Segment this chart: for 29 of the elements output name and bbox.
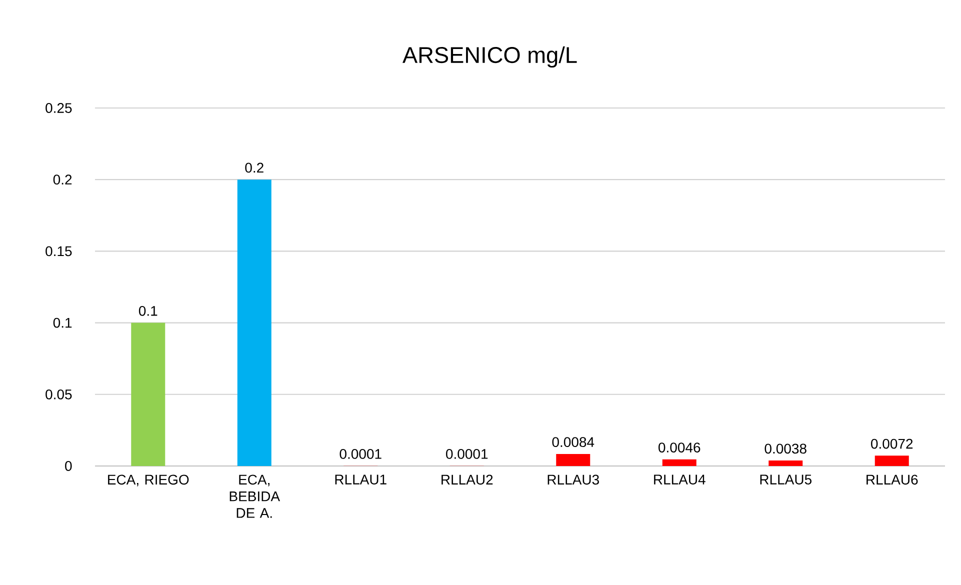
bar (131, 322, 166, 466)
x-tick-label: RLLAU3 (548, 474, 599, 485)
x-tick-label: ECA, RIEGO (108, 474, 189, 486)
x-tick-label: ECA, BEBIDA DE A. (230, 474, 280, 518)
x-tick-label: RLLAU5 (760, 474, 812, 484)
x-tick-label: RLLAU2 (442, 474, 493, 485)
data-label: 0.2 (245, 162, 264, 173)
data-label: 0.0072 (871, 438, 913, 449)
bar (768, 460, 803, 466)
y-tick-label: 0.25 (46, 103, 72, 113)
data-label: 0.0001 (340, 449, 382, 459)
y-tick-label: 0.1 (53, 318, 72, 328)
chart-title: ARSENICO mg/L (402, 46, 577, 68)
data-label: 0.0046 (658, 442, 700, 452)
y-tick-label: 0.15 (46, 246, 72, 256)
x-tick-label: RLLAU1 (335, 474, 386, 484)
y-tick-label: 0 (65, 461, 72, 471)
x-tick-label: RLLAU4 (654, 474, 706, 484)
bar (237, 180, 272, 466)
x-tick-label: RLLAU6 (866, 474, 918, 485)
data-label: 0.0084 (552, 437, 594, 448)
data-label: 0.0038 (764, 444, 806, 454)
bar (662, 459, 696, 466)
bar (556, 454, 590, 466)
data-label: 0.1 (138, 306, 158, 316)
y-tick-label: 0.05 (46, 389, 72, 400)
data-label: 0.0001 (446, 449, 488, 459)
y-tick-label: 0.2 (53, 174, 72, 185)
bar (874, 456, 909, 466)
